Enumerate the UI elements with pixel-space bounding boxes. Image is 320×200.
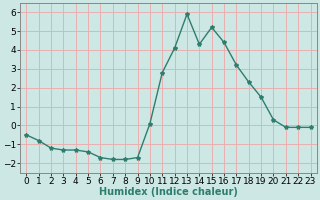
X-axis label: Humidex (Indice chaleur): Humidex (Indice chaleur) [99, 187, 238, 197]
